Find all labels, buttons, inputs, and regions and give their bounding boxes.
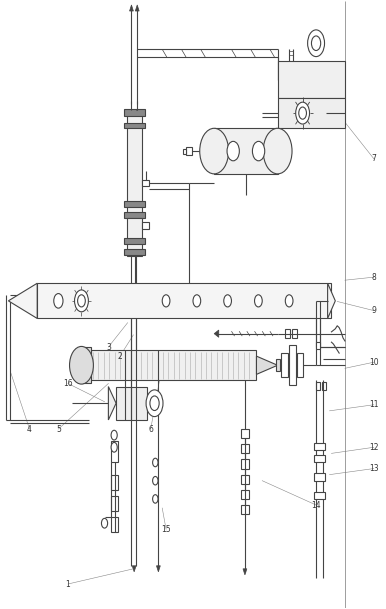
Text: 14: 14 <box>311 501 321 510</box>
Bar <box>314 473 325 481</box>
Bar <box>111 496 118 511</box>
Bar <box>124 248 145 255</box>
Text: 2: 2 <box>118 351 122 361</box>
Text: 8: 8 <box>371 273 376 281</box>
Bar <box>124 238 145 244</box>
Circle shape <box>111 442 117 452</box>
Polygon shape <box>256 356 278 375</box>
Circle shape <box>152 458 158 466</box>
Bar <box>316 382 320 390</box>
Bar <box>241 459 249 468</box>
Bar <box>322 382 326 390</box>
Polygon shape <box>328 283 335 319</box>
Text: 3: 3 <box>106 342 111 351</box>
Text: 10: 10 <box>369 357 379 367</box>
Bar <box>116 387 147 420</box>
Text: 11: 11 <box>369 400 379 409</box>
Polygon shape <box>108 387 116 420</box>
Text: 7: 7 <box>371 154 376 163</box>
Circle shape <box>299 107 306 119</box>
Bar <box>281 353 288 378</box>
Polygon shape <box>130 5 134 11</box>
Bar <box>314 491 325 499</box>
Bar <box>314 455 325 462</box>
Text: 13: 13 <box>369 464 379 473</box>
Bar <box>186 147 192 155</box>
Bar <box>124 109 145 116</box>
Text: 15: 15 <box>161 525 171 534</box>
Bar <box>111 474 118 490</box>
Bar <box>241 505 249 514</box>
Bar <box>292 329 297 338</box>
Text: 1: 1 <box>66 580 70 588</box>
Bar <box>127 110 142 219</box>
Circle shape <box>69 347 93 384</box>
Polygon shape <box>135 5 139 11</box>
Bar <box>142 180 149 186</box>
Bar <box>316 342 320 349</box>
Circle shape <box>224 295 232 307</box>
Circle shape <box>193 295 201 307</box>
Bar <box>289 345 296 385</box>
Bar <box>278 62 345 98</box>
Circle shape <box>227 141 239 161</box>
Polygon shape <box>8 283 37 319</box>
Text: 5: 5 <box>56 424 61 434</box>
Bar <box>314 443 325 450</box>
Bar <box>183 149 186 153</box>
Circle shape <box>263 128 292 174</box>
Circle shape <box>102 518 108 528</box>
Circle shape <box>162 295 170 307</box>
Circle shape <box>54 294 63 308</box>
Circle shape <box>296 102 310 124</box>
Circle shape <box>308 30 325 57</box>
Bar <box>127 218 142 256</box>
Polygon shape <box>132 566 136 572</box>
Circle shape <box>285 295 293 307</box>
Text: 9: 9 <box>371 306 376 315</box>
Bar <box>241 474 249 484</box>
Bar <box>297 353 303 378</box>
Circle shape <box>252 141 265 161</box>
Bar <box>91 350 256 381</box>
Text: 16: 16 <box>63 379 73 388</box>
Bar <box>214 128 278 174</box>
Text: 12: 12 <box>369 443 379 452</box>
Bar <box>241 429 249 438</box>
Bar <box>278 98 345 128</box>
Bar <box>285 329 290 338</box>
Circle shape <box>111 431 117 440</box>
Circle shape <box>146 390 163 417</box>
Bar <box>142 222 149 228</box>
Bar <box>241 490 249 499</box>
Bar <box>124 212 145 218</box>
Polygon shape <box>214 330 219 337</box>
Text: 4: 4 <box>27 424 32 434</box>
Bar <box>124 201 145 207</box>
Bar <box>111 517 118 532</box>
Bar <box>241 444 249 453</box>
Circle shape <box>152 495 158 503</box>
Polygon shape <box>156 566 160 572</box>
Circle shape <box>152 476 158 485</box>
Circle shape <box>200 128 229 174</box>
Bar <box>111 441 118 462</box>
Text: 6: 6 <box>148 424 153 434</box>
Circle shape <box>78 295 85 307</box>
Circle shape <box>254 295 262 307</box>
Polygon shape <box>243 569 247 575</box>
Bar <box>276 359 280 371</box>
Bar <box>37 283 332 319</box>
Circle shape <box>74 290 88 312</box>
Bar <box>124 124 145 128</box>
Bar <box>81 347 91 384</box>
